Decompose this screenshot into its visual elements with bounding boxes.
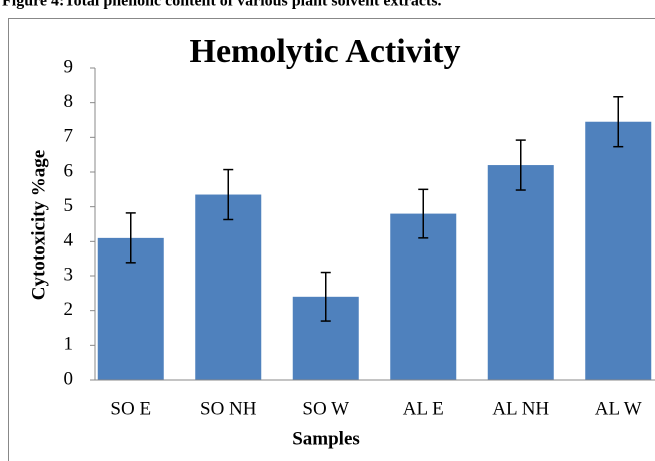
bar (390, 213, 457, 380)
x-axis-label: Samples (292, 428, 360, 449)
y-tick-label: 5 (64, 195, 74, 216)
y-tick-label: 3 (64, 264, 74, 285)
x-tick-label: SO NH (200, 398, 257, 419)
y-tick-label: 9 (64, 56, 74, 77)
x-tick-label: AL E (403, 398, 444, 419)
bar (585, 121, 652, 380)
y-tick-label: 6 (64, 160, 74, 181)
x-tick-label: SO E (110, 398, 151, 419)
y-tick-label: 1 (64, 334, 74, 355)
caption: Figure 4:Total phenolic content of vario… (2, 0, 442, 10)
bar (195, 194, 262, 380)
y-tick-label: 2 (64, 299, 74, 320)
chart-title: Hemolytic Activity (190, 33, 461, 70)
y-tick-label: 8 (64, 91, 74, 112)
chart-border (8, 18, 655, 461)
x-tick-label: SO W (302, 398, 349, 419)
y-tick-label: 7 (64, 126, 74, 147)
x-tick-label: AL W (595, 398, 642, 419)
bar (487, 165, 554, 380)
y-tick-label: 4 (64, 230, 74, 251)
x-tick-label: AL NH (492, 398, 549, 419)
y-axis-label: Cytotoxicity %age (28, 150, 49, 300)
y-tick-label: 0 (64, 368, 74, 389)
